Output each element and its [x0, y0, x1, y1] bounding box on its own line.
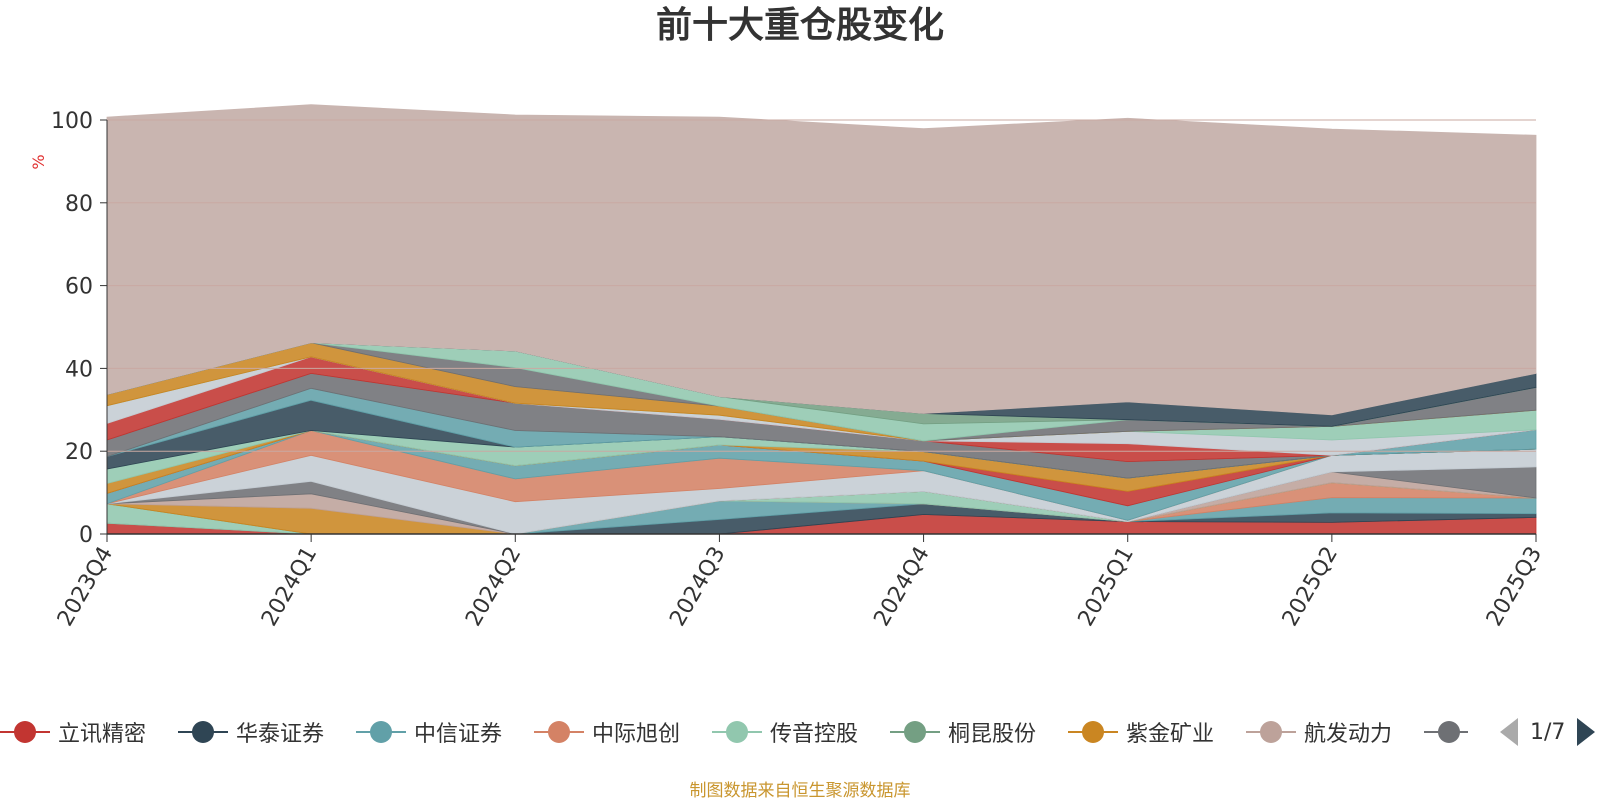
circle-marker [1424, 717, 1468, 747]
y-tick-label: 100 [51, 109, 93, 134]
area-series-27 [106, 104, 1537, 416]
stacked-area-chart: 0 20 40 60 80 100 2023Q4 2024Q1 2024Q2 2024Q3 2024… [29, 104, 1547, 631]
triangle-right-icon[interactable] [1577, 718, 1596, 746]
source-note: 制图数据来自恒生聚源数据库 [689, 781, 911, 801]
circle-marker [890, 717, 940, 747]
legend-label: 桐昆股份 [948, 722, 1037, 747]
legend-label: 中际旭创 [592, 722, 681, 747]
area-series-layer [106, 104, 1537, 535]
triangle-left-icon[interactable] [1500, 718, 1518, 746]
x-tick-label: 2025Q1 [1074, 543, 1139, 631]
x-tick-label: 2024Q2 [461, 543, 526, 631]
legend: 立讯精密 华泰证券 中信证券 中际旭创 传音控股 桐昆股份 紫金矿业 航发动力 1/7 [0, 714, 1600, 750]
legend-pager: 1/7 [1500, 714, 1596, 750]
y-tick-label: 0 [79, 523, 93, 548]
legend-label: 传音控股 [770, 722, 859, 747]
legend-items: 立讯精密 华泰证券 中信证券 中际旭创 传音控股 桐昆股份 紫金矿业 航发动力 [0, 714, 1468, 750]
legend-item[interactable]: 航发动力 [1246, 714, 1392, 750]
chart-title: 前十大重仓股变化 [655, 5, 944, 46]
legend-item[interactable]: 中信证券 [356, 714, 502, 750]
y-tick-label: 20 [65, 440, 93, 465]
x-tick-label: 2024Q3 [665, 543, 730, 631]
legend-label: 紫金矿业 [1126, 722, 1215, 747]
x-tick-label: 2024Q1 [257, 543, 322, 631]
legend-item[interactable]: 华泰证券 [178, 714, 324, 750]
circle-marker [1068, 717, 1118, 747]
legend-label: 立讯精密 [58, 722, 147, 747]
circle-marker [0, 717, 50, 747]
circle-marker [356, 717, 406, 747]
circle-marker [178, 717, 228, 747]
legend-label: 航发动力 [1304, 722, 1393, 747]
x-tick-label: 2025Q3 [1482, 543, 1547, 631]
circle-marker [712, 717, 762, 747]
legend-page-indicator: 1/7 [1530, 719, 1566, 745]
grid-lines [107, 119, 1536, 452]
legend-item[interactable]: 立讯精密 [0, 714, 146, 750]
legend-item[interactable]: 传音控股 [712, 714, 858, 750]
legend-label: 中信证券 [414, 722, 503, 747]
y-tick-label: 40 [65, 357, 93, 382]
x-tick-label: 2023Q4 [53, 543, 118, 631]
y-tick-label: 80 [65, 192, 93, 217]
circle-marker [1246, 717, 1296, 747]
legend-item[interactable]: 桐昆股份 [890, 714, 1036, 750]
y-axis-label: % [29, 154, 48, 169]
legend-label: 华泰证券 [236, 722, 325, 747]
x-tick-label: 2025Q2 [1278, 543, 1343, 631]
circle-marker [534, 717, 584, 747]
legend-item[interactable]: 紫金矿业 [1068, 714, 1214, 750]
legend-item[interactable] [1424, 714, 1468, 750]
x-tick-label: 2024Q4 [869, 543, 934, 631]
legend-item[interactable]: 中际旭创 [534, 714, 680, 750]
y-tick-label: 60 [65, 275, 93, 300]
